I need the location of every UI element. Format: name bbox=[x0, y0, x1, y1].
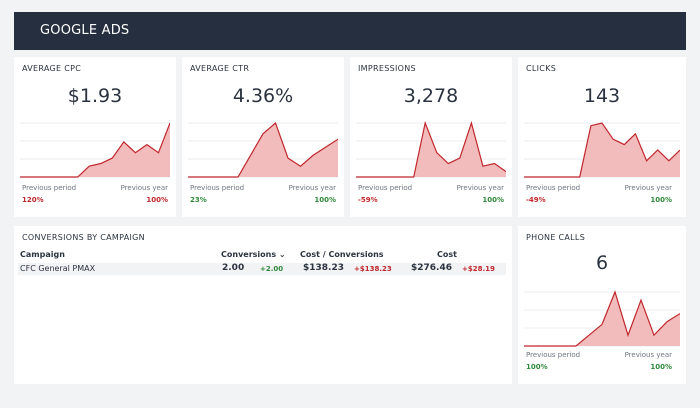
previous-year-label: Previous year bbox=[288, 184, 336, 192]
chevron-down-icon: ⌄ bbox=[278, 250, 286, 259]
conversions-delta: +2.00 bbox=[260, 265, 284, 273]
previous-year-label: Previous year bbox=[120, 184, 168, 192]
sparkline-line bbox=[20, 122, 170, 178]
metric-label: PHONE CALLS bbox=[526, 233, 586, 242]
sparkline-chart bbox=[356, 120, 506, 178]
previous-year-change: 100% bbox=[650, 196, 672, 204]
previous-period-change: -49% bbox=[526, 196, 546, 204]
metric-card-average-cpc[interactable]: AVERAGE CPC $1.93 Previous period Previo… bbox=[14, 57, 176, 217]
previous-period-label: Previous period bbox=[526, 184, 581, 192]
previous-year-change: 100% bbox=[314, 196, 336, 204]
sparkline-line bbox=[188, 121, 338, 178]
conversions-value: 2.00 bbox=[222, 263, 245, 273]
sparkline-area bbox=[356, 123, 506, 177]
previous-period-change: -59% bbox=[358, 196, 378, 204]
previous-year-change: 100% bbox=[482, 196, 504, 204]
campaign-name: CFC General PMAX bbox=[20, 264, 96, 273]
sparkline-line bbox=[524, 122, 680, 178]
sparkline-chart bbox=[188, 121, 338, 178]
dashboard-header: GOOGLE ADS bbox=[14, 12, 686, 50]
cost-per-conversion-delta: +$138.23 bbox=[354, 265, 392, 273]
previous-year-change: 100% bbox=[650, 363, 672, 371]
previous-year-label: Previous year bbox=[456, 184, 504, 192]
column-header-cost[interactable]: Cost bbox=[437, 250, 457, 259]
metric-value: $1.93 bbox=[67, 85, 123, 107]
metric-label: IMPRESSIONS bbox=[358, 64, 416, 73]
sparkline-line bbox=[356, 120, 506, 178]
metric-label: AVERAGE CPC bbox=[22, 64, 82, 73]
sparkline-area bbox=[524, 292, 680, 346]
sparkline-area bbox=[524, 123, 680, 177]
metric-value: 3,278 bbox=[403, 85, 459, 107]
previous-period-change: 23% bbox=[190, 196, 207, 204]
metric-value: 143 bbox=[583, 85, 621, 107]
table-row[interactable]: CFC General PMAX 2.00 +2.00 $138.23 +$13… bbox=[18, 263, 506, 275]
previous-period-change: 120% bbox=[22, 196, 44, 204]
previous-year-label: Previous year bbox=[624, 184, 672, 192]
cost-value: $276.46 bbox=[411, 263, 452, 273]
previous-period-label: Previous period bbox=[190, 184, 245, 192]
cost-delta: +$28.19 bbox=[462, 265, 495, 273]
previous-period-label: Previous period bbox=[526, 351, 581, 359]
dashboard-title: GOOGLE ADS bbox=[40, 23, 130, 38]
metric-value: 6 bbox=[595, 252, 609, 274]
sparkline-chart bbox=[20, 122, 170, 178]
sparkline-chart bbox=[524, 122, 680, 178]
previous-year-label: Previous year bbox=[624, 351, 672, 359]
cost-per-conversion-value: $138.23 bbox=[303, 263, 344, 273]
metric-card-clicks[interactable]: CLICKS 143 Previous period Previous year… bbox=[518, 57, 686, 217]
sparkline-line bbox=[524, 290, 680, 347]
metric-card-average-ctr[interactable]: AVERAGE CTR 4.36% Previous period Previo… bbox=[182, 57, 344, 217]
column-header-cost-per-conversion[interactable]: Cost / Conversions bbox=[300, 250, 384, 259]
previous-period-change: 100% bbox=[526, 363, 548, 371]
column-header-conversions[interactable]: Conversions ⌄ bbox=[221, 250, 286, 259]
metric-card-phone-calls[interactable]: PHONE CALLS 6 Previous period Previous y… bbox=[518, 226, 686, 384]
previous-period-label: Previous period bbox=[358, 184, 413, 192]
previous-period-label: Previous period bbox=[22, 184, 77, 192]
sparkline-chart bbox=[524, 290, 680, 347]
metric-label: AVERAGE CTR bbox=[190, 64, 250, 73]
previous-year-change: 100% bbox=[146, 196, 168, 204]
column-header-conversions-label: Conversions bbox=[221, 250, 277, 259]
sparkline-area bbox=[20, 123, 170, 177]
conversions-title: CONVERSIONS BY CAMPAIGN bbox=[22, 233, 145, 242]
metric-card-impressions[interactable]: IMPRESSIONS 3,278 Previous period Previo… bbox=[350, 57, 512, 217]
sparkline-area bbox=[188, 123, 338, 177]
column-header-campaign[interactable]: Campaign bbox=[20, 250, 65, 259]
conversions-by-campaign-card: CONVERSIONS BY CAMPAIGN Campaign Convers… bbox=[14, 226, 512, 384]
metric-value: 4.36% bbox=[232, 85, 294, 107]
metric-label: CLICKS bbox=[526, 64, 557, 73]
